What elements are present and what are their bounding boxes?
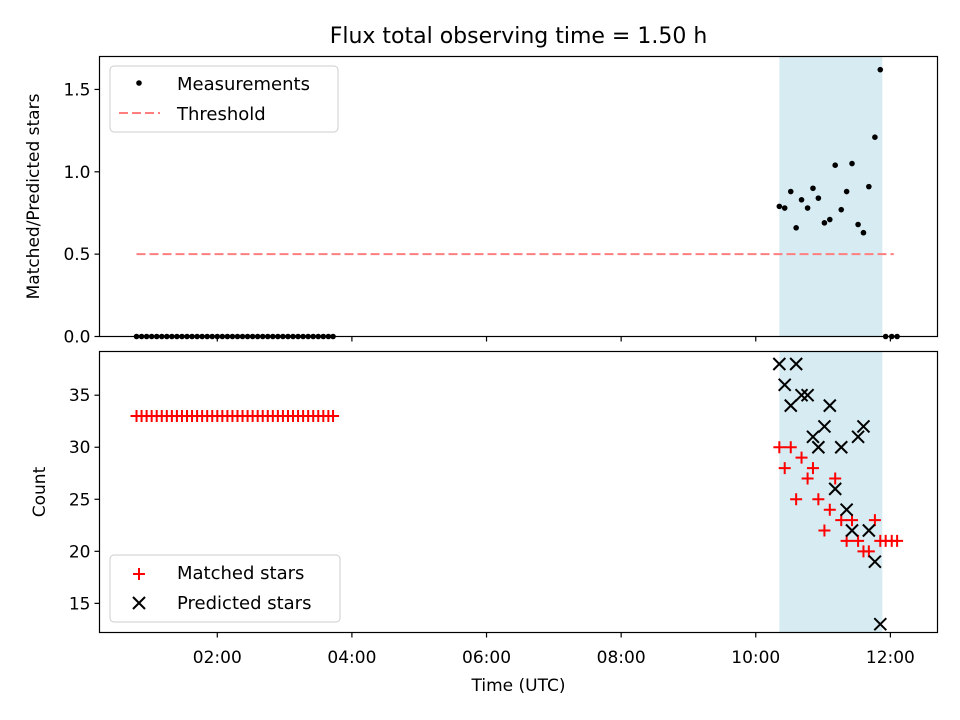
chart-title: Flux total observing time = 1.50 h [330, 24, 708, 49]
top-legend-box [109, 65, 339, 133]
matched-star-point [868, 514, 881, 527]
legend-predicted-marker [132, 596, 146, 610]
predicted-star-point [794, 388, 809, 402]
predicted-star-point [811, 440, 826, 454]
bottom-marks [130, 357, 904, 631]
bottom-y-tick-label: 30 [69, 438, 91, 458]
top-y-ticks: 0.0 0.5 1.0 1.5 [63, 80, 100, 348]
legend-predicted-label: Predicted stars [177, 593, 311, 614]
matched-star-point [806, 462, 819, 475]
top-plot-frame [98, 55, 939, 338]
predicted-star-point [845, 523, 859, 538]
matched-star-point [778, 462, 791, 475]
bottom-x-tick-label: 06:00 [462, 648, 511, 668]
matched-star-point [829, 472, 842, 485]
top-y-axis-label: Matched/Predicted stars [24, 93, 44, 299]
bottom-y-tick-label: 35 [69, 386, 91, 406]
measurement-point [860, 229, 867, 236]
measurement-point [832, 162, 838, 169]
measurement-point [838, 206, 845, 213]
measurement-point [877, 66, 884, 73]
measurement-point [815, 195, 822, 201]
predicted-star-point [862, 523, 876, 538]
bottom-y-tick-label: 20 [69, 542, 91, 562]
bottom-plot-frame [98, 350, 939, 634]
predicted-star-point [868, 555, 882, 569]
matched-star-point [891, 534, 904, 547]
top-y-tick-label: 1.0 [63, 163, 90, 183]
bottom-legend-box [109, 554, 341, 623]
matched-star-point [790, 493, 803, 506]
measurement-point [843, 188, 850, 195]
measurement-point [804, 205, 811, 211]
matched-star-point [327, 410, 340, 423]
predicted-star-point [873, 617, 887, 631]
matched-star-point [812, 493, 825, 506]
matched-star-point [823, 503, 836, 516]
predicted-star-point [800, 388, 815, 402]
matched-star-point [784, 441, 797, 454]
measurement-point [781, 205, 788, 211]
predicted-star-point [789, 357, 803, 371]
top-y-tick-label: 0.0 [63, 328, 90, 348]
predicted-star-point [784, 398, 798, 413]
bottom-y-tick-label: 15 [69, 594, 91, 614]
measurement-point [787, 188, 794, 195]
predicted-star-point [823, 398, 837, 413]
bottom-x-tick-label: 08:00 [597, 648, 646, 668]
predicted-star-point [839, 502, 854, 517]
measurement-point [793, 224, 799, 231]
top-panel: 0.0 0.5 1.0 1.5 Matched/Predicted stars Mea… [24, 55, 939, 348]
predicted-star-point [856, 419, 871, 434]
matched-star-point [818, 524, 831, 537]
legend-measurements-label: Measurements [177, 74, 310, 95]
predicted-star-point [778, 378, 792, 392]
measurement-point [821, 220, 828, 226]
measurement-point [855, 221, 861, 228]
legend-measurements-marker [136, 80, 142, 86]
bottom-x-tick-label: 04:00 [327, 648, 376, 668]
matched-star-point [862, 545, 875, 558]
bottom-y-ticks: 15 20 25 30 35 [69, 386, 100, 614]
measurement-point [849, 160, 855, 167]
legend-matched-label: Matched stars [177, 563, 304, 584]
predicted-star-point [772, 357, 787, 371]
matched-star-point [795, 451, 808, 464]
bottom-x-ticks: 02:00 04:00 06:00 08:00 10:00 12:00 [193, 632, 915, 668]
x-axis-label: Time (UTC) [471, 676, 566, 696]
bottom-y-tick-label: 25 [69, 490, 91, 510]
predicted-star-point [817, 419, 832, 434]
measurement-point [866, 183, 872, 190]
bottom-legend: Matched stars Predicted stars [109, 554, 341, 623]
top-x-ticks [216, 336, 891, 342]
bottom-y-axis-label: Count [30, 466, 50, 517]
bottom-panel: 15 20 25 30 35 02:00 04:00 06:00 08:00 10:00 12:0… [30, 350, 939, 696]
top-legend: Measurements Threshold [109, 65, 339, 133]
measurement-point [798, 196, 805, 203]
predicted-star-point [806, 430, 820, 444]
legend-threshold-label: Threshold [176, 104, 266, 125]
bottom-x-tick-label: 12:00 [866, 648, 915, 668]
predicted-star-point [851, 430, 865, 444]
measurement-point [872, 134, 878, 141]
measurement-point [810, 185, 816, 192]
measurement-point [776, 203, 783, 210]
predicted-star-point [834, 440, 848, 454]
predicted-star-point [828, 482, 842, 496]
measurement-point [827, 216, 833, 223]
matched-star-point [801, 472, 814, 485]
bottom-x-tick-label: 02:00 [193, 648, 242, 668]
top-y-tick-label: 1.5 [63, 80, 90, 100]
bottom-x-tick-label: 10:00 [731, 648, 780, 668]
legend-matched-marker [133, 568, 145, 580]
matched-star-point [773, 441, 786, 454]
matched-star-point [852, 534, 865, 547]
top-highlight-span [779, 56, 883, 337]
top-y-tick-label: 0.5 [63, 245, 90, 265]
